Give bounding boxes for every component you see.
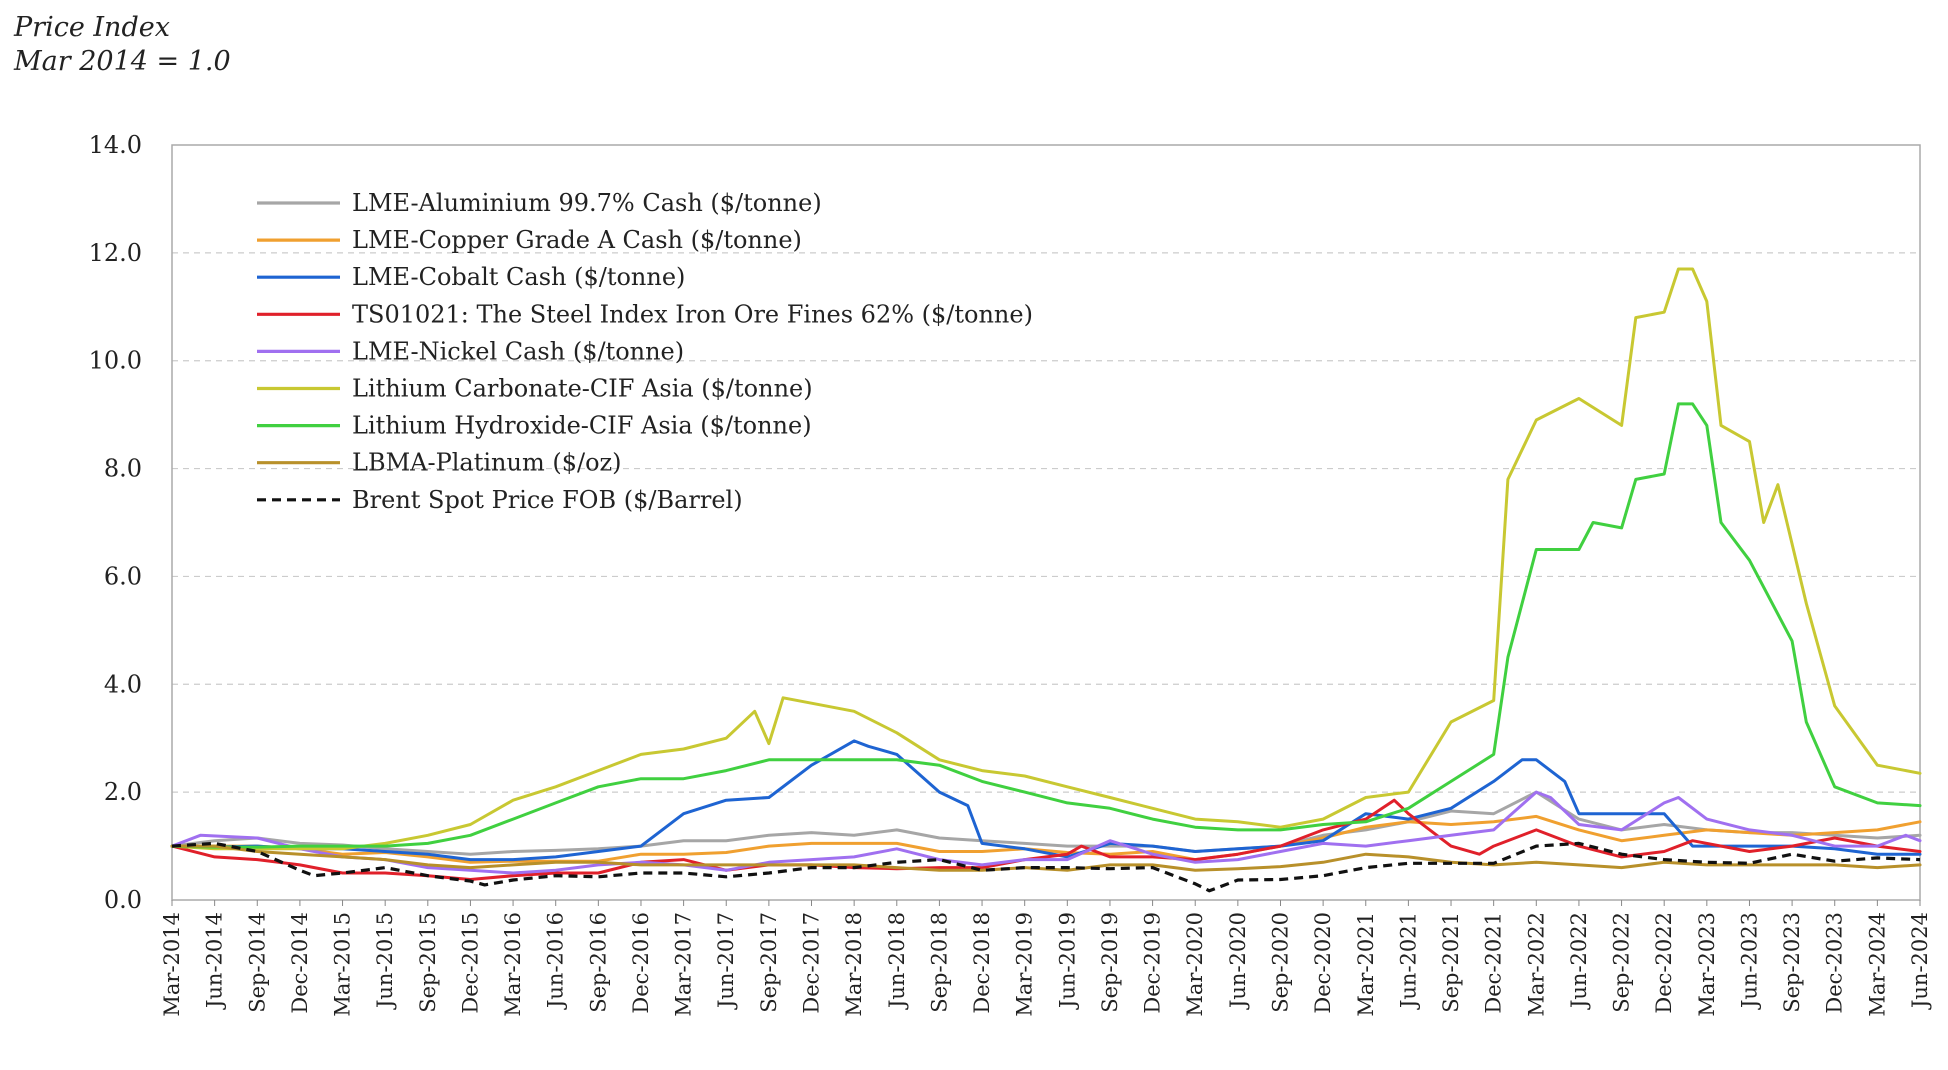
x-tick-label: Jun-2020 — [1226, 912, 1250, 1010]
x-tick-label: Jun-2022 — [1567, 912, 1591, 1010]
x-tick-label: Sep-2016 — [586, 912, 610, 1013]
legend-label: LBMA-Platinum ($/oz) — [352, 449, 622, 477]
x-tick-label: Jun-2023 — [1737, 912, 1761, 1010]
x-axis-ticks: Mar-2014 Jun-2014 Sep-2014 Dec-2014 Mar-2015… — [160, 900, 1932, 1017]
x-tick-label: Mar-2014 — [160, 912, 184, 1017]
x-tick-label: Dec-2016 — [629, 912, 653, 1014]
x-tick-label: Dec-2020 — [1311, 912, 1335, 1014]
legend-label: Lithium Carbonate-CIF Asia ($/tonne) — [352, 375, 813, 403]
legend-label: LME-Nickel Cash ($/tonne) — [352, 337, 684, 365]
x-tick-label: Jun-2024 — [1908, 912, 1932, 1010]
x-tick-label: Jun-2018 — [885, 912, 909, 1010]
y-tick-label: 4.0 — [104, 670, 142, 698]
x-tick-label: Dec-2018 — [970, 912, 994, 1014]
x-tick-label: Sep-2015 — [416, 912, 440, 1013]
y-tick-label: 14.0 — [89, 131, 142, 159]
y-axis-ticks: 0.0 2.0 4.0 6.0 8.0 10.0 12.0 14.0 — [89, 131, 142, 914]
x-tick-label: Jun-2019 — [1055, 912, 1079, 1010]
x-tick-label: Sep-2017 — [757, 912, 781, 1013]
x-tick-label: Sep-2020 — [1268, 912, 1292, 1013]
plot-area-frame — [172, 145, 1920, 900]
x-tick-label: Dec-2021 — [1482, 912, 1506, 1014]
x-tick-label: Dec-2015 — [458, 912, 482, 1014]
x-tick-label: Mar-2022 — [1524, 912, 1548, 1017]
legend-label: LME-Aluminium 99.7% Cash ($/tonne) — [352, 189, 822, 217]
gridlines — [172, 253, 1920, 792]
x-tick-label: Dec-2019 — [1141, 912, 1165, 1014]
x-tick-label: Dec-2023 — [1823, 912, 1847, 1014]
x-tick-label: Mar-2015 — [331, 912, 355, 1017]
x-tick-label: Dec-2017 — [800, 912, 824, 1014]
y-tick-label: 0.0 — [104, 886, 142, 914]
x-tick-label: Mar-2017 — [672, 912, 696, 1017]
x-tick-label: Mar-2016 — [501, 912, 525, 1017]
x-tick-label: Sep-2018 — [927, 912, 951, 1013]
x-tick-label: Sep-2014 — [245, 912, 269, 1013]
x-tick-label: Mar-2018 — [842, 912, 866, 1017]
x-tick-label: Mar-2021 — [1354, 912, 1378, 1017]
x-tick-label: Sep-2022 — [1610, 912, 1634, 1013]
x-tick-label: Jun-2016 — [544, 912, 568, 1010]
x-tick-label: Sep-2019 — [1098, 912, 1122, 1013]
x-tick-label: Jun-2021 — [1396, 912, 1420, 1010]
x-tick-label: Sep-2023 — [1780, 912, 1804, 1013]
x-tick-label: Sep-2021 — [1439, 912, 1463, 1013]
y-tick-label: 12.0 — [89, 239, 142, 267]
y-tick-label: 10.0 — [89, 347, 142, 375]
x-tick-label: Mar-2020 — [1183, 912, 1207, 1017]
x-tick-label: Jun-2017 — [714, 912, 738, 1010]
legend-label: LME-Copper Grade A Cash ($/tonne) — [352, 226, 802, 254]
legend: LME-Aluminium 99.7% Cash ($/tonne) LME-Co… — [257, 189, 1033, 514]
x-tick-label: Mar-2023 — [1695, 912, 1719, 1017]
y-tick-label: 2.0 — [104, 778, 142, 806]
legend-label: TS01021: The Steel Index Iron Ore Fines … — [352, 300, 1033, 328]
x-tick-label: Mar-2019 — [1013, 912, 1037, 1017]
y-tick-label: 8.0 — [104, 455, 142, 483]
y-tick-label: 6.0 — [104, 562, 142, 590]
series-line-1 — [172, 792, 1920, 854]
legend-label: LME-Cobalt Cash ($/tonne) — [352, 263, 685, 291]
legend-label: Lithium Hydroxide-CIF Asia ($/tonne) — [352, 412, 812, 440]
legend-label: Brent Spot Price FOB ($/Barrel) — [352, 486, 743, 514]
x-tick-label: Mar-2024 — [1865, 912, 1889, 1017]
x-tick-label: Jun-2015 — [373, 912, 397, 1010]
x-tick-label: Dec-2014 — [288, 912, 312, 1014]
x-tick-label: Jun-2014 — [203, 912, 227, 1010]
x-tick-label: Dec-2022 — [1652, 912, 1676, 1014]
